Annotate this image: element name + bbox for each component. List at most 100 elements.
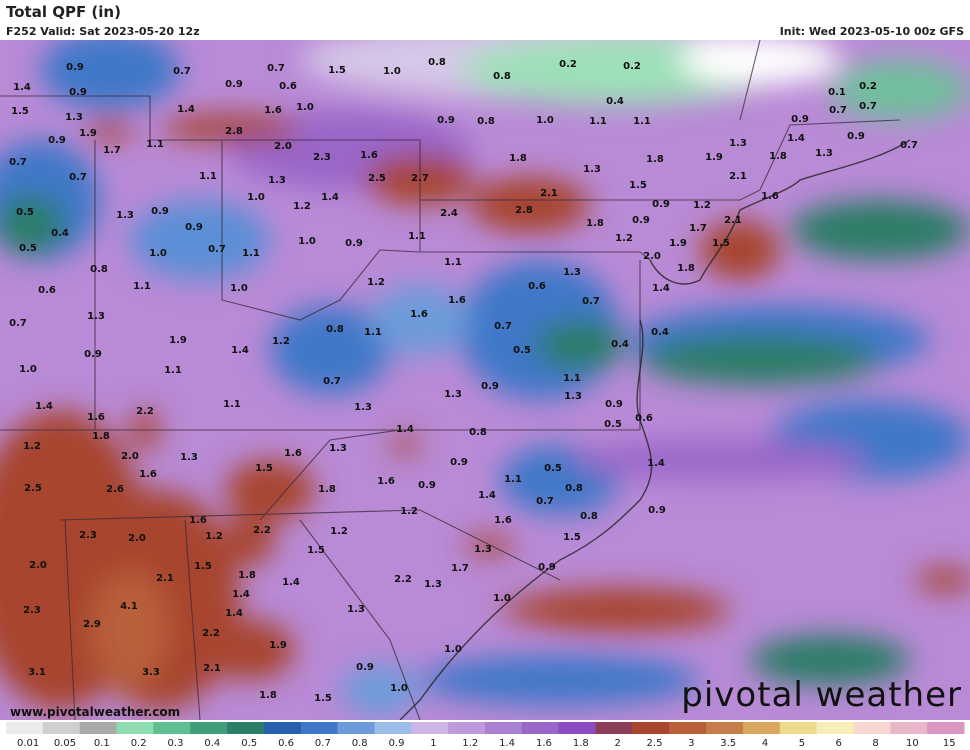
colorbar: 0.01 0.05 0.1 0.2 0.3 0.4 0.5 0.6 0.7 0.8 0.9 1 1.2 1… xyxy=(6,722,965,749)
colorbar-label: 8 xyxy=(872,738,878,749)
map-value-label: 1.8 xyxy=(238,570,256,581)
map-value-label: 1.3 xyxy=(583,164,601,175)
map-value-label: 1.0 xyxy=(19,364,37,375)
map-value-label: 1.6 xyxy=(448,295,466,306)
map-value-label: 1.3 xyxy=(354,402,372,413)
map-value-label: 0.4 xyxy=(606,96,624,107)
precip-blob xyxy=(225,460,315,520)
map-value-label: 0.7 xyxy=(494,321,512,332)
colorbar-label: 1 xyxy=(430,738,436,749)
map-value-label: 1.7 xyxy=(451,563,469,574)
colorbar-label: 1.8 xyxy=(573,738,589,749)
map-value-label: 0.7 xyxy=(9,157,27,168)
precip-blob xyxy=(225,515,275,565)
map-value-label: 0.7 xyxy=(9,318,27,329)
map-value-label: 1.3 xyxy=(564,391,582,402)
precip-blob xyxy=(790,200,970,260)
valid-time: F252 Valid: Sat 2023-05-20 12z xyxy=(6,25,200,38)
colorbar-label: 0.5 xyxy=(241,738,257,749)
map-value-label: 0.9 xyxy=(345,238,363,249)
map-value-label: 2.9 xyxy=(83,619,101,630)
map-value-label: 1.4 xyxy=(282,577,300,588)
map-value-label: 0.5 xyxy=(19,243,37,254)
map-value-label: 0.5 xyxy=(604,419,622,430)
colorbar-cell xyxy=(558,722,597,734)
map-value-label: 2.2 xyxy=(394,574,412,585)
map-value-label: 1.3 xyxy=(329,443,347,454)
colorbar-cell xyxy=(190,722,228,734)
site-url: www.pivotalweather.com xyxy=(10,705,180,719)
map-labels: 0.9 0.7 0.7 1.5 1.0 0.8 0.2 0.2 0.8 0.2 0.9 0.6 0.1 1… xyxy=(9,57,918,704)
colorbar-label: 0.01 xyxy=(17,738,39,749)
map-value-label: 1.0 xyxy=(444,644,462,655)
colorbar-cell xyxy=(669,722,707,734)
colorbar-label: 0.2 xyxy=(131,738,147,749)
precip-field xyxy=(0,40,970,720)
colorbar-cell xyxy=(853,722,891,734)
precip-blob xyxy=(85,120,135,140)
map-value-label: 2.1 xyxy=(724,215,742,226)
map-value-label: 2.0 xyxy=(274,141,292,152)
colorbar-label: 2.5 xyxy=(647,738,663,749)
map-value-label: 1.2 xyxy=(400,506,418,517)
map-value-label: 1.3 xyxy=(180,452,198,463)
map-value-label: 1.0 xyxy=(298,236,316,247)
init-time: Init: Wed 2023-05-10 00z GFS xyxy=(780,25,964,38)
precip-blob xyxy=(90,570,170,690)
precip-blob xyxy=(390,435,420,455)
map-value-label: 2.8 xyxy=(515,205,533,216)
colorbar-cell xyxy=(742,722,781,734)
map-value-label: 0.5 xyxy=(544,463,562,474)
map-value-label: 1.9 xyxy=(169,335,187,346)
map-value-label: 0.6 xyxy=(279,81,297,92)
map-value-label: 1.8 xyxy=(646,154,664,165)
header-bar xyxy=(0,0,970,40)
map-value-label: 1.2 xyxy=(693,200,711,211)
map-value-label: 0.7 xyxy=(582,296,600,307)
map-value-label: 2.5 xyxy=(368,173,386,184)
map-value-label: 0.8 xyxy=(493,71,511,82)
colorbar-cell xyxy=(116,722,154,734)
map-value-label: 0.5 xyxy=(16,207,34,218)
map-value-label: 0.4 xyxy=(51,228,69,239)
map-value-label: 1.2 xyxy=(615,233,633,244)
map-value-label: 0.9 xyxy=(84,349,102,360)
map-value-label: 2.2 xyxy=(202,628,220,639)
map-value-label: 0.5 xyxy=(513,345,531,356)
map-value-label: 1.6 xyxy=(284,448,302,459)
colorbar-label: 1.4 xyxy=(499,738,515,749)
map-value-label: 1.4 xyxy=(231,345,249,356)
map-value-label: 0.7 xyxy=(323,376,341,387)
colorbar-cell xyxy=(374,722,412,734)
map-value-label: 1.3 xyxy=(116,210,134,221)
map-value-label: 1.4 xyxy=(787,133,805,144)
colorbar-label: 10 xyxy=(906,738,919,749)
map-value-label: 1.1 xyxy=(589,116,607,127)
map-value-label: 1.3 xyxy=(424,579,442,590)
map-value-label: 0.6 xyxy=(38,285,56,296)
colorbar-cell xyxy=(890,722,928,734)
map-value-label: 1.7 xyxy=(689,223,707,234)
colorbar-cell xyxy=(411,722,449,734)
map-value-label: 1.0 xyxy=(493,593,511,604)
colorbar-label: 0.4 xyxy=(204,738,220,749)
map-value-label: 1.6 xyxy=(189,515,207,526)
map-value-label: 1.4 xyxy=(652,283,670,294)
map-value-label: 1.6 xyxy=(87,412,105,423)
map-value-label: 1.5 xyxy=(255,463,273,474)
precip-blob xyxy=(470,177,590,233)
map-value-label: 3.1 xyxy=(28,667,46,678)
map-value-label: 0.2 xyxy=(559,59,577,70)
colorbar-cell xyxy=(337,722,375,734)
map-value-label: 2.3 xyxy=(313,152,331,163)
map-value-label: 1.8 xyxy=(769,151,787,162)
map-value-label: 0.8 xyxy=(477,116,495,127)
map-value-label: 1.3 xyxy=(563,267,581,278)
map-value-label: 1.8 xyxy=(259,690,277,701)
colorbar-cell xyxy=(263,722,302,734)
map-value-label: 2.2 xyxy=(136,406,154,417)
colorbar-cell xyxy=(300,722,339,734)
precip-blob xyxy=(205,620,295,680)
map-value-label: 1.1 xyxy=(563,373,581,384)
